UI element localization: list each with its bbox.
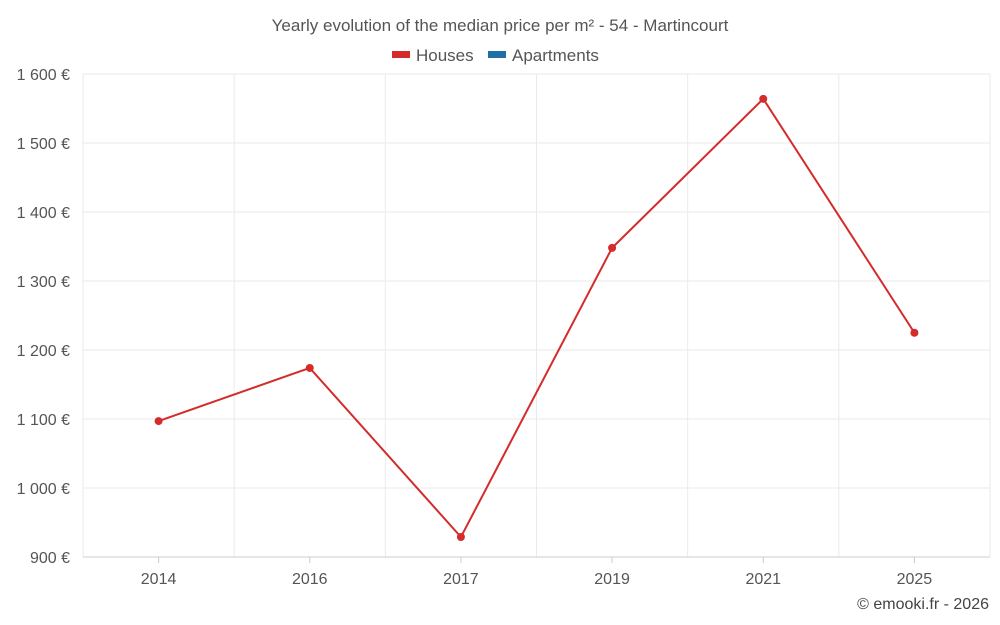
chart-title: Yearly evolution of the median price per… bbox=[272, 16, 729, 35]
y-tick-label: 1 300 € bbox=[17, 274, 70, 291]
x-axis-ticks: 2014 2016 2017 2019 2021 2025 bbox=[141, 571, 933, 588]
axes bbox=[83, 556, 990, 563]
series-line-houses bbox=[158, 97, 916, 538]
credit-text: © emooki.fr - 2026 bbox=[857, 596, 989, 613]
legend: Houses Apartments bbox=[392, 46, 599, 65]
y-tick-label: 1 600 € bbox=[17, 67, 70, 84]
series bbox=[154, 94, 919, 541]
x-tick-label: 2017 bbox=[443, 571, 479, 588]
y-tick-label: 1 100 € bbox=[17, 412, 70, 429]
x-tick-label: 2019 bbox=[594, 571, 630, 588]
data-point-houses[interactable] bbox=[456, 532, 465, 541]
x-tick-label: 2025 bbox=[897, 571, 933, 588]
x-tick-label: 2014 bbox=[141, 571, 177, 588]
y-tick-label: 1 200 € bbox=[17, 343, 70, 360]
data-point-houses[interactable] bbox=[759, 94, 768, 103]
x-tick-label: 2016 bbox=[292, 571, 328, 588]
data-point-houses[interactable] bbox=[910, 328, 919, 337]
y-tick-label: 1 000 € bbox=[17, 481, 70, 498]
legend-swatch-apartments[interactable] bbox=[488, 51, 506, 58]
y-tick-label: 1 500 € bbox=[17, 136, 70, 153]
data-point-houses[interactable] bbox=[305, 363, 314, 372]
legend-label-apartments[interactable]: Apartments bbox=[512, 46, 599, 65]
legend-label-houses[interactable]: Houses bbox=[416, 46, 474, 65]
data-point-houses[interactable] bbox=[608, 243, 617, 252]
grid bbox=[82, 73, 991, 557]
data-point-houses[interactable] bbox=[154, 417, 163, 426]
y-tick-label: 900 € bbox=[30, 550, 70, 567]
y-tick-label: 1 400 € bbox=[17, 205, 70, 222]
x-tick-label: 2021 bbox=[745, 571, 781, 588]
legend-swatch-houses[interactable] bbox=[392, 51, 410, 58]
y-axis-ticks: 900 € 1 000 € 1 100 € 1 200 € 1 300 € 1 400 €… bbox=[17, 67, 70, 567]
